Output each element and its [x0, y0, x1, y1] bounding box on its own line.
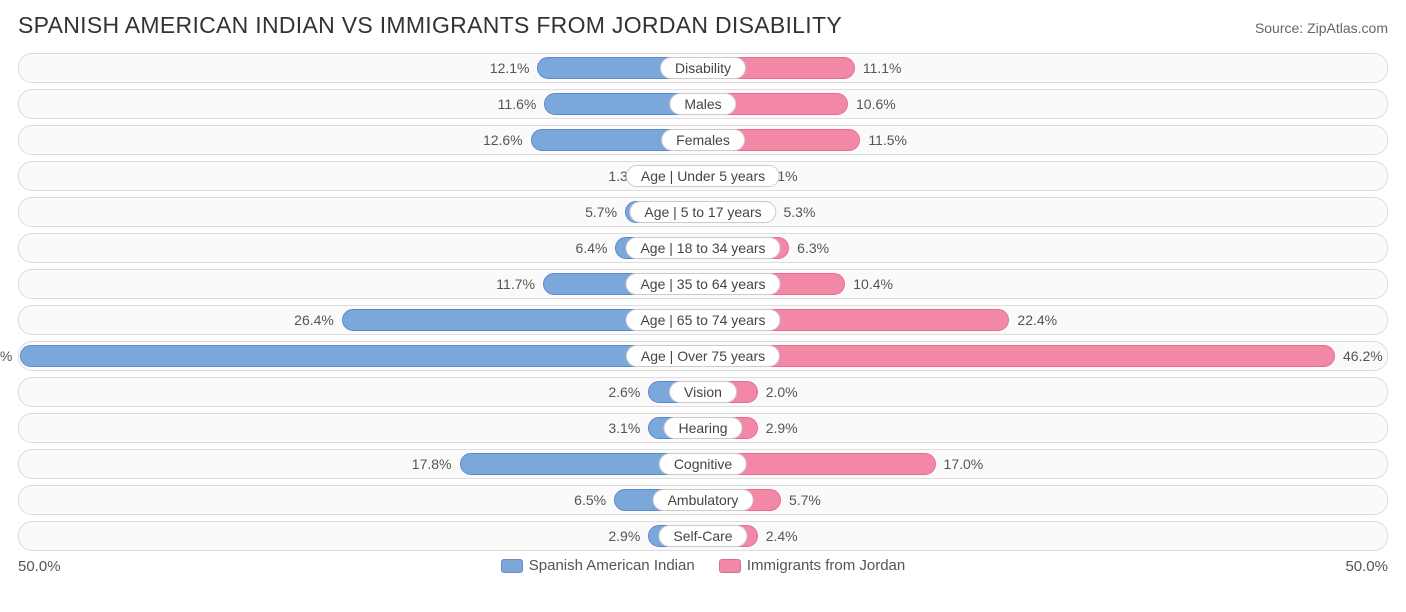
value-label-right: 17.0%: [944, 456, 984, 472]
chart-row: 26.4% 22.4% Age | 65 to 74 years: [18, 305, 1388, 335]
source-attribution: Source: ZipAtlas.com: [1255, 20, 1388, 36]
bar-right: [703, 345, 1335, 367]
source-value: ZipAtlas.com: [1307, 20, 1388, 36]
legend-swatch-right: [719, 559, 741, 573]
value-label-left: 5.7%: [585, 204, 617, 220]
value-label-right: 2.4%: [766, 528, 798, 544]
chart-row: 1.3%1.1%Age | Under 5 years: [18, 161, 1388, 191]
legend: Spanish American Indian Immigrants from …: [61, 557, 1346, 577]
value-label-right: 22.4%: [1017, 312, 1057, 328]
chart-title: SPANISH AMERICAN INDIAN VS IMMIGRANTS FR…: [18, 12, 842, 39]
legend-label-left: Spanish American Indian: [529, 557, 695, 574]
category-label: Vision: [669, 381, 737, 403]
value-label-right: 5.7%: [789, 492, 821, 508]
header: SPANISH AMERICAN INDIAN VS IMMIGRANTS FR…: [18, 12, 1388, 39]
legend-item-left: Spanish American Indian: [501, 557, 695, 574]
axis-max-left: 50.0%: [18, 558, 61, 575]
value-label-left: 3.1%: [608, 420, 640, 436]
chart-row: 2.6% 2.0% Vision: [18, 377, 1388, 407]
value-label-left: 49.9%: [0, 348, 12, 364]
value-label-right: 11.5%: [868, 132, 907, 148]
category-label: Age | Under 5 years: [626, 165, 780, 187]
value-label-left: 12.1%: [490, 60, 530, 76]
value-label-left: 12.6%: [483, 132, 523, 148]
value-label-right: 10.4%: [853, 276, 893, 292]
chart-row: 11.6% 10.6% Males: [18, 89, 1388, 119]
category-label: Males: [669, 93, 736, 115]
chart-row: 17.8% 17.0% Cognitive: [18, 449, 1388, 479]
value-label-left: 17.8%: [412, 456, 452, 472]
category-label: Age | 65 to 74 years: [625, 309, 780, 331]
chart-row: 49.9%46.2%Age | Over 75 years: [18, 341, 1388, 371]
chart-row: 6.5% 5.7% Ambulatory: [18, 485, 1388, 515]
chart-row: 12.6% 11.5% Females: [18, 125, 1388, 155]
footer: 50.0% Spanish American Indian Immigrants…: [18, 557, 1388, 577]
value-label-right: 6.3%: [797, 240, 829, 256]
legend-item-right: Immigrants from Jordan: [719, 557, 905, 574]
chart-row: 11.7% 10.4% Age | 35 to 64 years: [18, 269, 1388, 299]
category-label: Self-Care: [658, 525, 747, 547]
value-label-left: 2.6%: [608, 384, 640, 400]
value-label-left: 26.4%: [294, 312, 334, 328]
category-label: Cognitive: [659, 453, 747, 475]
value-label-right: 11.1%: [863, 60, 902, 76]
value-label-right: 46.2%: [1343, 348, 1383, 364]
category-label: Hearing: [663, 417, 742, 439]
chart-row: 2.9% 2.4% Self-Care: [18, 521, 1388, 551]
value-label-right: 2.0%: [766, 384, 798, 400]
category-label: Age | 35 to 64 years: [625, 273, 780, 295]
legend-swatch-left: [501, 559, 523, 573]
value-label-right: 10.6%: [856, 96, 896, 112]
category-label: Age | 18 to 34 years: [625, 237, 780, 259]
category-label: Ambulatory: [653, 489, 754, 511]
value-label-right: 2.9%: [766, 420, 798, 436]
value-label-left: 11.7%: [496, 276, 535, 292]
chart-row: 6.4% 6.3% Age | 18 to 34 years: [18, 233, 1388, 263]
axis-max-right: 50.0%: [1345, 558, 1388, 575]
category-label: Females: [661, 129, 745, 151]
legend-label-right: Immigrants from Jordan: [747, 557, 905, 574]
category-label: Age | Over 75 years: [626, 345, 780, 367]
bar-left: [20, 345, 703, 367]
value-label-left: 2.9%: [608, 528, 640, 544]
value-label-left: 6.4%: [576, 240, 608, 256]
category-label: Age | 5 to 17 years: [629, 201, 776, 223]
source-label: Source:: [1255, 20, 1307, 36]
chart-row: 12.1% 11.1% Disability: [18, 53, 1388, 83]
chart-row: 3.1% 2.9% Hearing: [18, 413, 1388, 443]
category-label: Disability: [660, 57, 746, 79]
value-label-left: 11.6%: [498, 96, 537, 112]
chart-row: 5.7% 5.3% Age | 5 to 17 years: [18, 197, 1388, 227]
diverging-bar-chart: 12.1% 11.1% Disability 11.6% 10.6% Males 12.6%…: [18, 53, 1388, 551]
value-label-left: 6.5%: [574, 492, 606, 508]
value-label-right: 5.3%: [784, 204, 816, 220]
